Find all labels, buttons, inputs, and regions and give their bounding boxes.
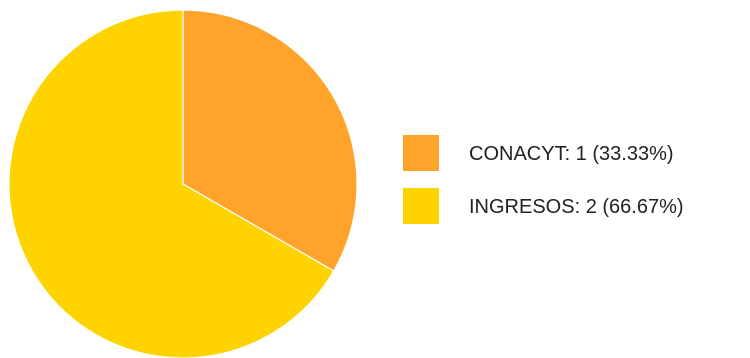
legend-swatch-ingresos xyxy=(403,188,439,224)
pie-slices xyxy=(8,9,358,358)
pie-slice-conacyt xyxy=(182,9,358,272)
chart-legend: CONACYT: 1 (33.33%) INGRESOS: 2 (66.67%) xyxy=(403,135,684,224)
legend-swatch-conacyt xyxy=(403,135,439,171)
legend-label-conacyt: CONACYT: 1 (33.33%) xyxy=(469,143,674,165)
pie-slice-ingresos xyxy=(8,9,335,358)
legend-label-ingresos: INGRESOS: 2 (66.67%) xyxy=(469,196,684,218)
